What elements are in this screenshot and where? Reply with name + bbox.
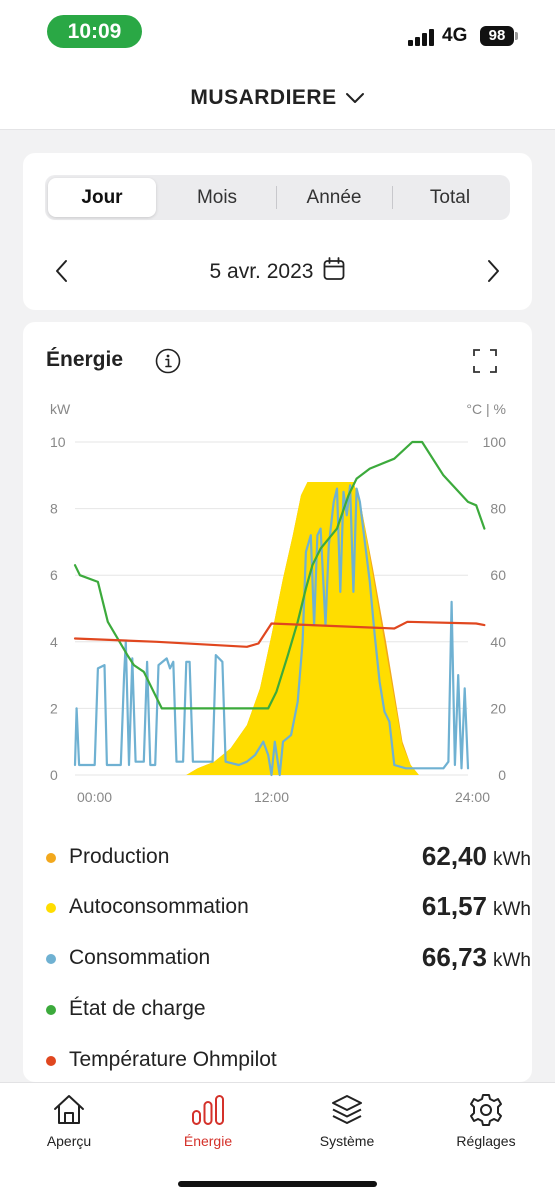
legend-item: Autoconsommation 61,57 kWh <box>46 891 531 925</box>
period-card: Jour Mois Année Total 5 avr. 2023 <box>23 153 532 310</box>
site-selector[interactable]: MUSARDIERE <box>0 86 555 110</box>
chevron-left-icon[interactable] <box>50 258 74 284</box>
legend-value-unit: kWh <box>493 899 531 920</box>
series-area-autoconsommation <box>75 482 468 775</box>
legend-value: 61,57 kWh <box>422 891 531 922</box>
tab-overview[interactable]: Aperçu <box>0 1083 138 1163</box>
legend-dot <box>46 1005 56 1015</box>
x-tick-label: 00:00 <box>77 789 112 805</box>
y-axis-left-unit: kW <box>50 401 71 417</box>
tab-label: Énergie <box>183 1133 233 1149</box>
segment-divider <box>276 186 277 209</box>
y-tick-left: 6 <box>50 567 58 583</box>
legend-dot <box>46 903 56 913</box>
legend-value: 66,73 kWh <box>422 942 531 973</box>
chevron-down-icon <box>345 93 364 104</box>
series-line--tat-de-charge <box>73 440 486 710</box>
bottom-tab-bar: Aperçu Énergie Système Réglages <box>0 1082 555 1200</box>
home-indicator <box>178 1181 377 1187</box>
legend-label: Consommation <box>69 946 211 969</box>
legend-item: État de charge <box>46 993 516 1027</box>
y-tick-right: 0 <box>498 767 506 783</box>
gear-icon <box>470 1094 502 1126</box>
calendar-icon <box>324 257 345 280</box>
legend-item: Production 62,40 kWh <box>46 841 531 875</box>
y-tick-left: 8 <box>50 501 58 517</box>
y-tick-left: 4 <box>50 634 58 650</box>
legend-value-number: 66,73 <box>421 942 487 972</box>
y-tick-right: 20 <box>490 700 506 716</box>
tab-system[interactable]: Système <box>278 1083 416 1163</box>
legend-label: Température Ohmpilot <box>69 1048 277 1071</box>
layers-icon <box>332 1095 362 1124</box>
tab-year[interactable]: Année <box>306 187 362 208</box>
tab-label: Réglages <box>456 1133 516 1149</box>
legend-value-number: 61,57 <box>421 891 487 921</box>
site-name: MUSARDIERE <box>190 86 337 109</box>
series-line-temp-rature-ohmpilot <box>73 620 486 648</box>
y-tick-right: 80 <box>490 501 506 517</box>
energy-card: Énergie kW °C | % 0 2 4 6 8 10 0 20 40 60 80 100 00:00… <box>23 322 532 1082</box>
chevron-right-icon[interactable] <box>481 258 505 284</box>
y-tick-right: 60 <box>490 567 506 583</box>
legend-label: Autoconsommation <box>69 895 249 918</box>
x-tick-label: 12:00 <box>254 789 289 805</box>
y-tick-left: 0 <box>50 767 58 783</box>
tab-energy[interactable]: Énergie <box>139 1083 277 1163</box>
energy-title: Énergie <box>46 348 124 371</box>
y-axis-right-unit: °C | % <box>466 401 506 417</box>
date-navigator: 5 avr. 2023 <box>23 253 532 289</box>
legend-value: 62,40 kWh <box>422 841 531 872</box>
signal-icon <box>408 28 436 46</box>
tab-label: Système <box>319 1133 375 1149</box>
network-type: 4G <box>442 25 468 46</box>
legend-dot <box>46 1056 56 1066</box>
battery-icon: 98 <box>480 26 514 46</box>
tab-label: Aperçu <box>46 1133 92 1149</box>
legend-dot <box>46 853 56 863</box>
date-picker[interactable]: 5 avr. 2023 <box>23 257 532 284</box>
x-tick-label: 24:00 <box>455 789 490 805</box>
y-tick-right: 100 <box>483 434 507 450</box>
header: MUSARDIERE <box>0 64 555 130</box>
status-time: 10:09 <box>47 15 142 48</box>
battery-tip <box>515 32 518 40</box>
y-tick-left: 10 <box>50 434 66 450</box>
series-line-consommation <box>73 484 470 777</box>
tab-month[interactable]: Mois <box>196 187 238 208</box>
status-bar: 10:09 4G 98 <box>0 0 555 64</box>
segment-divider <box>392 186 393 209</box>
y-tick-right: 40 <box>490 634 506 650</box>
legend-value-number: 62,40 <box>421 841 487 871</box>
y-tick-left: 2 <box>50 700 58 716</box>
info-icon[interactable] <box>155 348 181 374</box>
home-icon <box>54 1095 84 1124</box>
bar-chart-icon <box>192 1095 224 1125</box>
legend-value-unit: kWh <box>493 950 531 971</box>
tab-settings[interactable]: Réglages <box>417 1083 555 1163</box>
legend-label: Production <box>69 845 170 868</box>
legend-item: Température Ohmpilot <box>46 1044 516 1078</box>
date-label: 5 avr. 2023 <box>209 260 314 283</box>
tab-total[interactable]: Total <box>429 187 471 208</box>
legend-label: État de charge <box>69 997 206 1020</box>
expand-icon[interactable] <box>472 348 498 374</box>
legend-dot <box>46 954 56 964</box>
legend-value-unit: kWh <box>493 849 531 870</box>
legend-item: Consommation 66,73 kWh <box>46 942 531 976</box>
period-segmented-control: Jour Mois Année Total <box>45 175 510 220</box>
tab-day[interactable]: Jour <box>48 178 156 217</box>
